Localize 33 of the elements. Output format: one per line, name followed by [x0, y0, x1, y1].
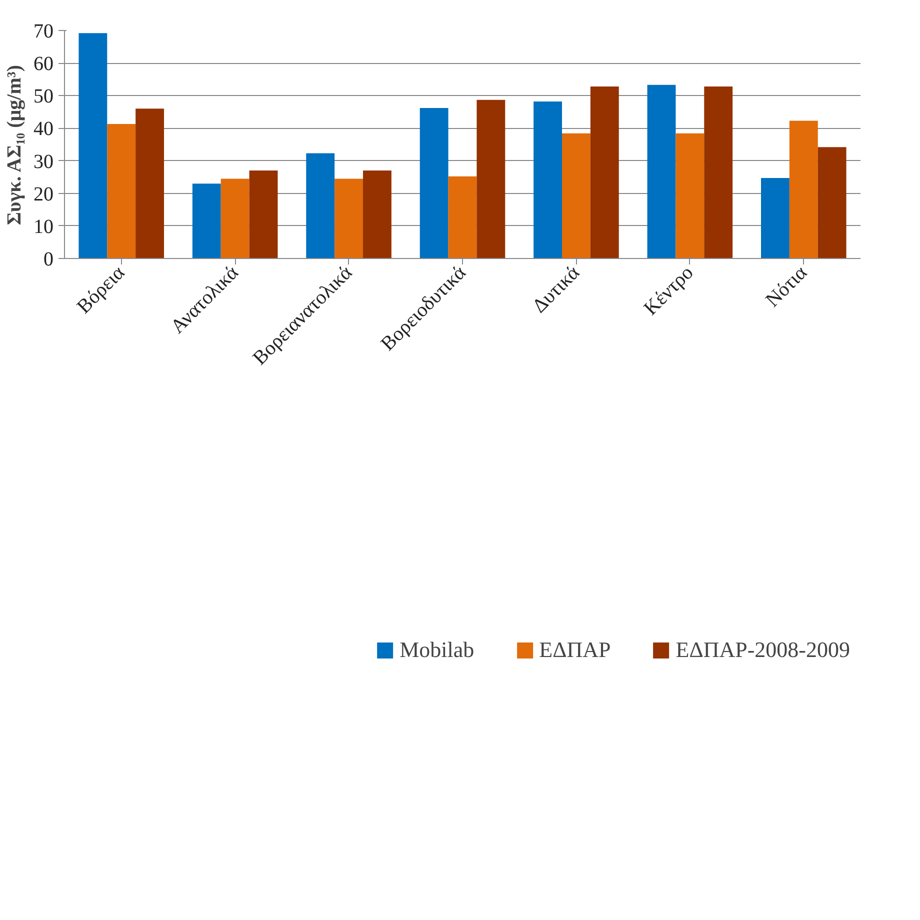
y-axis-title: Συγκ. ΑΣ₁₀ (μg/m³)	[4, 64, 26, 226]
bar	[789, 120, 818, 258]
y-tick-label: 50	[34, 86, 54, 108]
y-tick-label: 10	[34, 216, 54, 238]
bar	[562, 133, 590, 258]
bar	[334, 178, 363, 258]
y-tick-label: 70	[34, 20, 54, 42]
bar	[220, 178, 250, 258]
y-tick-label: 60	[34, 53, 54, 76]
bar	[534, 102, 562, 258]
bar	[590, 86, 619, 258]
legend-label: Mobilab	[400, 637, 474, 663]
y-tick-label: 30	[34, 150, 54, 173]
bar	[647, 84, 676, 258]
bar	[136, 108, 164, 258]
bar	[476, 100, 506, 258]
legend-label: ΕΔΠΑΡ	[539, 637, 611, 663]
bar	[448, 176, 477, 258]
bar	[420, 108, 448, 258]
legend-label: ΕΔΠΑΡ-2008-2009	[676, 637, 850, 663]
y-tick-label: 20	[34, 183, 54, 206]
bar	[78, 33, 108, 258]
bar	[704, 86, 733, 258]
y-tick-label: 40	[34, 118, 54, 140]
bar	[676, 133, 704, 258]
bar	[192, 184, 221, 258]
bar	[306, 153, 335, 258]
bar	[107, 124, 136, 258]
y-tick-label: 0	[44, 248, 54, 270]
bar	[761, 178, 790, 258]
bar	[818, 147, 846, 258]
bar	[363, 170, 392, 258]
bar	[249, 170, 278, 258]
